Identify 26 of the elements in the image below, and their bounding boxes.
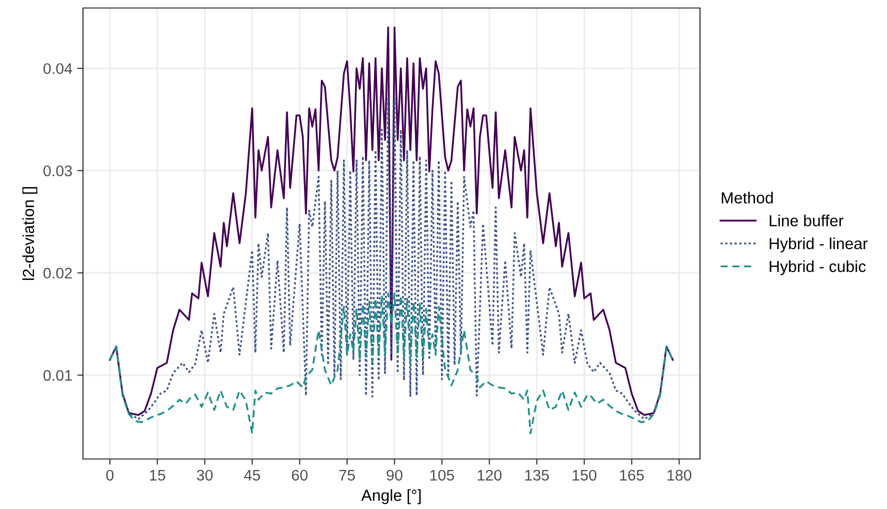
x-tick-label: 150 xyxy=(572,470,596,481)
x-tick-label: 15 xyxy=(150,470,166,481)
line-series xyxy=(108,292,674,434)
legend-title: Method xyxy=(722,192,773,204)
x-tick-label: 30 xyxy=(196,470,213,481)
x-tick-label: 45 xyxy=(244,470,260,481)
x-tick-label: 180 xyxy=(668,470,692,481)
x-tick-label: 105 xyxy=(430,470,454,481)
line-series xyxy=(108,98,674,420)
y-axis-title: l2-deviation [] xyxy=(22,187,38,280)
line-series xyxy=(108,26,674,416)
x-tick-label: 60 xyxy=(292,470,308,481)
x-tick-label: 90 xyxy=(386,470,402,481)
x-tick-label: 135 xyxy=(525,470,549,481)
y-tick-label: 0.02 xyxy=(43,268,72,279)
x-tick-label: 120 xyxy=(478,470,502,481)
y-tick-label: 0.03 xyxy=(43,165,72,176)
x-tick-label: 75 xyxy=(339,470,355,481)
y-tick-label: 0.01 xyxy=(43,370,72,381)
legend-label: Line buffer xyxy=(770,214,844,226)
y-tick-label: 0.04 xyxy=(43,63,72,74)
legend-label: Hybrid - linear xyxy=(770,237,868,252)
legend-label: Hybrid - cubic xyxy=(770,260,866,276)
x-axis-title: Angle [°] xyxy=(361,489,421,504)
x-tick-label: 165 xyxy=(620,470,644,481)
x-tick-label: 0 xyxy=(106,470,114,481)
